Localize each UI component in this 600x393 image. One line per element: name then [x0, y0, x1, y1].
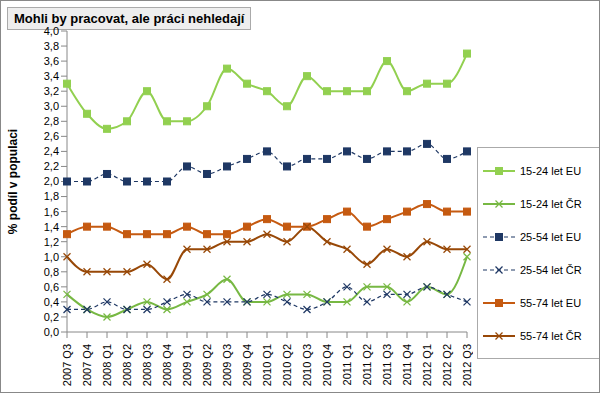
svg-text:2011 Q3: 2011 Q3 — [381, 344, 393, 385]
html-text:25-54 let EU: 25-54 let EU — [520, 230, 582, 243]
html-text:15-24 let EU: 15-24 let EU — [520, 164, 582, 177]
svg-text:1,4: 1,4 — [44, 221, 59, 233]
svg-text:0,6: 0,6 — [44, 281, 59, 293]
svg-text:2,8: 2,8 — [44, 115, 59, 127]
svg-text:2009 Q2: 2009 Q2 — [201, 344, 213, 386]
svg-text:2009 Q3: 2009 Q3 — [221, 344, 233, 386]
svg-text:0,2: 0,2 — [44, 311, 59, 323]
svg-text:2008 Q3: 2008 Q3 — [141, 344, 153, 386]
svg-text:2010 Q3: 2010 Q3 — [301, 344, 313, 386]
html-text:Mohli by pracovat, ale práci n: Mohli by pracovat, ale práci nehledají — [14, 11, 245, 26]
svg-text:2,0: 2,0 — [44, 175, 59, 187]
svg-text:% podíl v populaci: % podíl v populaci — [8, 129, 20, 234]
svg-text:1,2: 1,2 — [44, 236, 59, 248]
svg-text:4,0: 4,0 — [44, 25, 59, 37]
svg-text:0,4: 0,4 — [44, 296, 59, 308]
svg-text:2009 Q4: 2009 Q4 — [241, 344, 253, 386]
svg-text:2010 Q4: 2010 Q4 — [321, 344, 333, 386]
svg-text:3,8: 3,8 — [44, 40, 59, 52]
svg-text:2007 Q3: 2007 Q3 — [61, 344, 73, 386]
svg-text:2008 Q1: 2008 Q1 — [101, 344, 113, 386]
svg-text:1,8: 1,8 — [44, 190, 59, 202]
svg-text:1,6: 1,6 — [44, 206, 59, 218]
svg-text:0,8: 0,8 — [44, 266, 59, 278]
svg-text:3,0: 3,0 — [44, 100, 59, 112]
svg-text:2,2: 2,2 — [44, 160, 59, 172]
svg-text:2,4: 2,4 — [44, 145, 59, 157]
svg-text:2012 Q3: 2012 Q3 — [461, 344, 473, 386]
svg-text:0,0: 0,0 — [44, 326, 59, 338]
svg-text:3,2: 3,2 — [44, 85, 59, 97]
html-text:25-54 let ČR: 25-54 let ČR — [520, 263, 582, 276]
svg-text:2008 Q4: 2008 Q4 — [161, 344, 173, 386]
svg-text:2008 Q2: 2008 Q2 — [121, 344, 133, 386]
svg-text:2010 Q2: 2010 Q2 — [281, 344, 293, 386]
svg-text:2007 Q4: 2007 Q4 — [81, 344, 93, 386]
svg-text:1,0: 1,0 — [44, 251, 59, 263]
svg-text:2010 Q1: 2010 Q1 — [261, 344, 273, 386]
html-text:15-24 let ČR: 15-24 let ČR — [520, 197, 582, 210]
svg-text:2012 Q2: 2012 Q2 — [441, 344, 453, 386]
svg-text:2011 Q2: 2011 Q2 — [361, 344, 373, 385]
svg-text:2,6: 2,6 — [44, 130, 59, 142]
svg-text:3,4: 3,4 — [44, 70, 59, 82]
html-text:55-74 let EU: 55-74 let EU — [520, 296, 582, 309]
svg-text:2009 Q1: 2009 Q1 — [181, 344, 193, 386]
svg-text:2011 Q4: 2011 Q4 — [401, 344, 413, 385]
svg-text:2012 Q1: 2012 Q1 — [421, 344, 433, 386]
html-text:55-74 let ČR: 55-74 let ČR — [520, 329, 582, 342]
svg-text:3,6: 3,6 — [44, 55, 59, 67]
svg-text:2011 Q1: 2011 Q1 — [341, 344, 353, 385]
